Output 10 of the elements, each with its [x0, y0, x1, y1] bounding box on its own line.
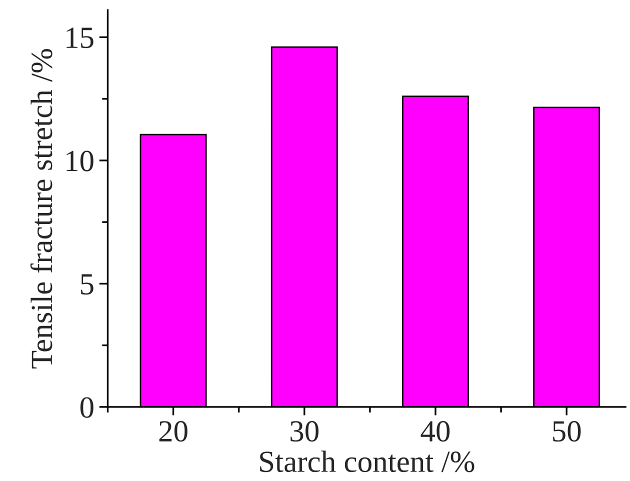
y-tick-label: 15: [66, 28, 94, 48]
x-tick-label: 30: [290, 421, 318, 442]
y-tick-label: 5: [81, 274, 94, 295]
x-tick-label: 50: [553, 421, 581, 442]
x-axis-title: Starch content /%: [260, 450, 474, 472]
x-tick-label: 20: [159, 421, 188, 442]
y-axis-title: Tensile fracture stretch /%: [30, 49, 52, 369]
y-tick-label: 0: [80, 397, 94, 418]
x-tick-label: 40: [420, 421, 450, 442]
y-tick-label: 10: [66, 150, 94, 172]
